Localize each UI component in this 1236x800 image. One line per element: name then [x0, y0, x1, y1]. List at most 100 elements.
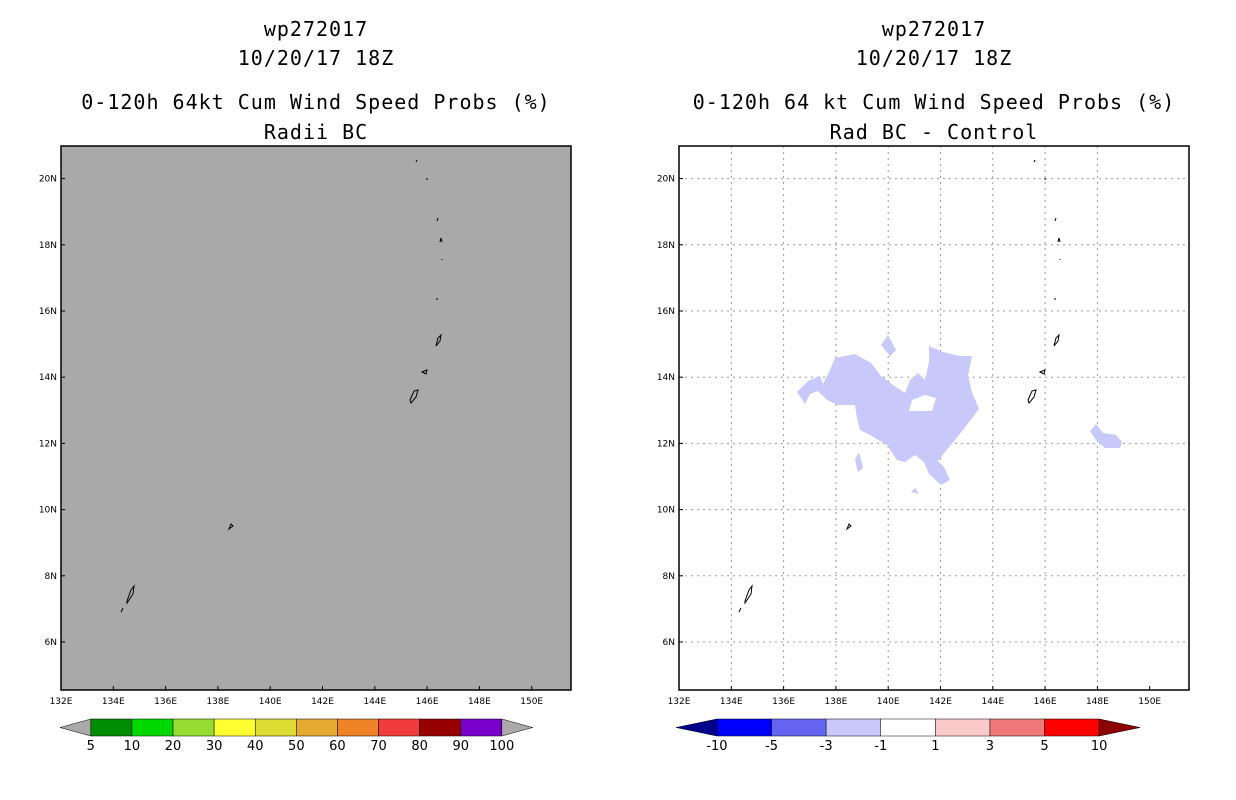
left-islands	[120, 159, 443, 613]
colorbar-label: 80	[411, 739, 428, 754]
x-tick-label: 150E	[520, 697, 543, 707]
y-tick-label: 14N	[39, 373, 57, 383]
left-map-background	[61, 146, 571, 690]
island-saipan	[435, 333, 442, 347]
x-tick-label: 132E	[50, 697, 73, 707]
colorbar-segment	[935, 718, 991, 737]
colorbar-label: 20	[165, 739, 182, 754]
colorbar-label: 70	[370, 739, 387, 754]
right-x-axis: 132E 134E 136E 138E 140E 142E 144E 146E 148E 150E	[668, 686, 1161, 707]
colorbar-label: 100	[489, 739, 514, 754]
shade-blob-dot	[911, 488, 919, 494]
x-tick-label: 142E	[929, 697, 952, 707]
colorbar-label: -10	[706, 739, 727, 754]
x-tick-label: 148E	[468, 697, 491, 707]
island-guam	[409, 389, 419, 405]
y-tick-label: 16N	[39, 307, 57, 317]
island-yap	[227, 523, 234, 531]
colorbar-label: 40	[247, 739, 264, 754]
y-tick-label: 6N	[45, 638, 57, 648]
left-title-date: 10/20/17 18Z	[237, 46, 395, 70]
colorbar-segment	[213, 718, 256, 737]
colorbar-label: 60	[329, 739, 346, 754]
right-title-storm: wp272017	[881, 17, 987, 41]
x-tick-label: 134E	[720, 697, 743, 707]
x-tick-label: 140E	[877, 697, 900, 707]
colorbar-low-arrow	[59, 718, 92, 737]
x-tick-label: 144E	[363, 697, 386, 707]
y-tick-label: 12N	[39, 439, 57, 449]
x-tick-label: 136E	[772, 697, 795, 707]
x-tick-label: 142E	[311, 697, 334, 707]
left-colorbar: 5 10 20 30 40 50 60 70 80 90 100	[59, 718, 534, 754]
colorbar-segment	[1044, 718, 1100, 737]
left-title-storm: wp272017	[263, 17, 369, 41]
y-tick-label: 20N	[39, 175, 57, 185]
colorbar-label: -3	[820, 739, 833, 754]
x-tick-label: 138E	[824, 697, 847, 707]
right-colorbar: -10 -5 -3 -1 1 3 5 10	[675, 718, 1141, 754]
colorbar-segment	[296, 718, 338, 737]
colorbar-segment	[131, 718, 174, 737]
colorbar-label: 50	[288, 739, 305, 754]
x-tick-label: 136E	[154, 697, 177, 707]
colorbar-segment	[880, 718, 936, 737]
colorbar-segment	[989, 718, 1045, 737]
x-tick-label: 150E	[1138, 697, 1161, 707]
right-title-date: 10/20/17 18Z	[855, 46, 1013, 70]
colorbar-high-arrow	[501, 718, 534, 737]
colorbar-segment	[337, 718, 379, 737]
left-title-subtitle: Radii BC	[263, 120, 369, 144]
left-map: 132E 134E 136E 138E 140E 142E 144E 146E 148E 150E…	[39, 145, 572, 707]
colorbar-label: 90	[452, 739, 469, 754]
y-tick-label: 12N	[657, 439, 675, 449]
colorbar-label: -5	[765, 739, 778, 754]
colorbar-label: 10	[124, 739, 141, 754]
y-tick-label: 10N	[657, 506, 675, 516]
shade-main	[797, 346, 979, 485]
colorbar-segment	[716, 718, 772, 737]
shade-blob-east	[1090, 424, 1122, 448]
left-x-axis: 132E 134E 136E 138E 140E 142E 144E 146E 148E 150E	[50, 686, 543, 707]
island-palau	[120, 584, 135, 613]
right-map: 132E 134E 136E 138E 140E 142E 144E 146E 148E 150E…	[657, 145, 1190, 707]
x-tick-label: 140E	[259, 697, 282, 707]
colorbar-low-arrow	[675, 718, 718, 737]
colorbar-label: -1	[874, 739, 887, 754]
x-tick-label: 146E	[1034, 697, 1057, 707]
colorbar-segment	[90, 718, 133, 737]
colorbar-label: 5	[87, 739, 95, 754]
x-tick-label: 132E	[668, 697, 691, 707]
x-tick-label: 138E	[206, 697, 229, 707]
right-islands	[738, 159, 1061, 613]
left-map-frame	[60, 145, 572, 691]
colorbar-segment	[378, 718, 420, 737]
colorbar-label: 5	[1040, 739, 1048, 754]
colorbar-label: 3	[986, 739, 994, 754]
colorbar-segment	[460, 718, 503, 737]
colorbar-segment	[825, 718, 882, 737]
colorbar-high-arrow	[1098, 718, 1141, 737]
right-gridlines	[679, 146, 1189, 690]
right-y-axis: 6N 8N 10N 12N 14N 16N 18N 20N	[657, 175, 683, 648]
island-pagan	[439, 237, 443, 243]
right-probability-difference-areas	[797, 335, 1122, 494]
x-tick-label: 146E	[416, 697, 439, 707]
shade-blob-north	[881, 335, 896, 356]
colorbar-label: 30	[206, 739, 223, 754]
island-rota	[420, 369, 428, 375]
colorbar-label: 10	[1091, 739, 1108, 754]
y-tick-label: 16N	[657, 307, 675, 317]
y-tick-label: 20N	[657, 175, 675, 185]
right-title-product: 0-120h 64 kt Cum Wind Speed Probs (%)	[692, 90, 1176, 114]
colorbar-label: 1	[931, 739, 939, 754]
right-map-frame	[678, 145, 1190, 691]
colorbar-segment	[254, 718, 297, 737]
x-tick-label: 134E	[102, 697, 125, 707]
right-title-subtitle: Rad BC - Control	[829, 120, 1039, 144]
y-tick-label: 8N	[45, 572, 57, 582]
y-tick-label: 8N	[663, 572, 675, 582]
y-tick-label: 10N	[39, 506, 57, 516]
colorbar-segment	[771, 718, 827, 737]
y-tick-label: 6N	[663, 638, 675, 648]
